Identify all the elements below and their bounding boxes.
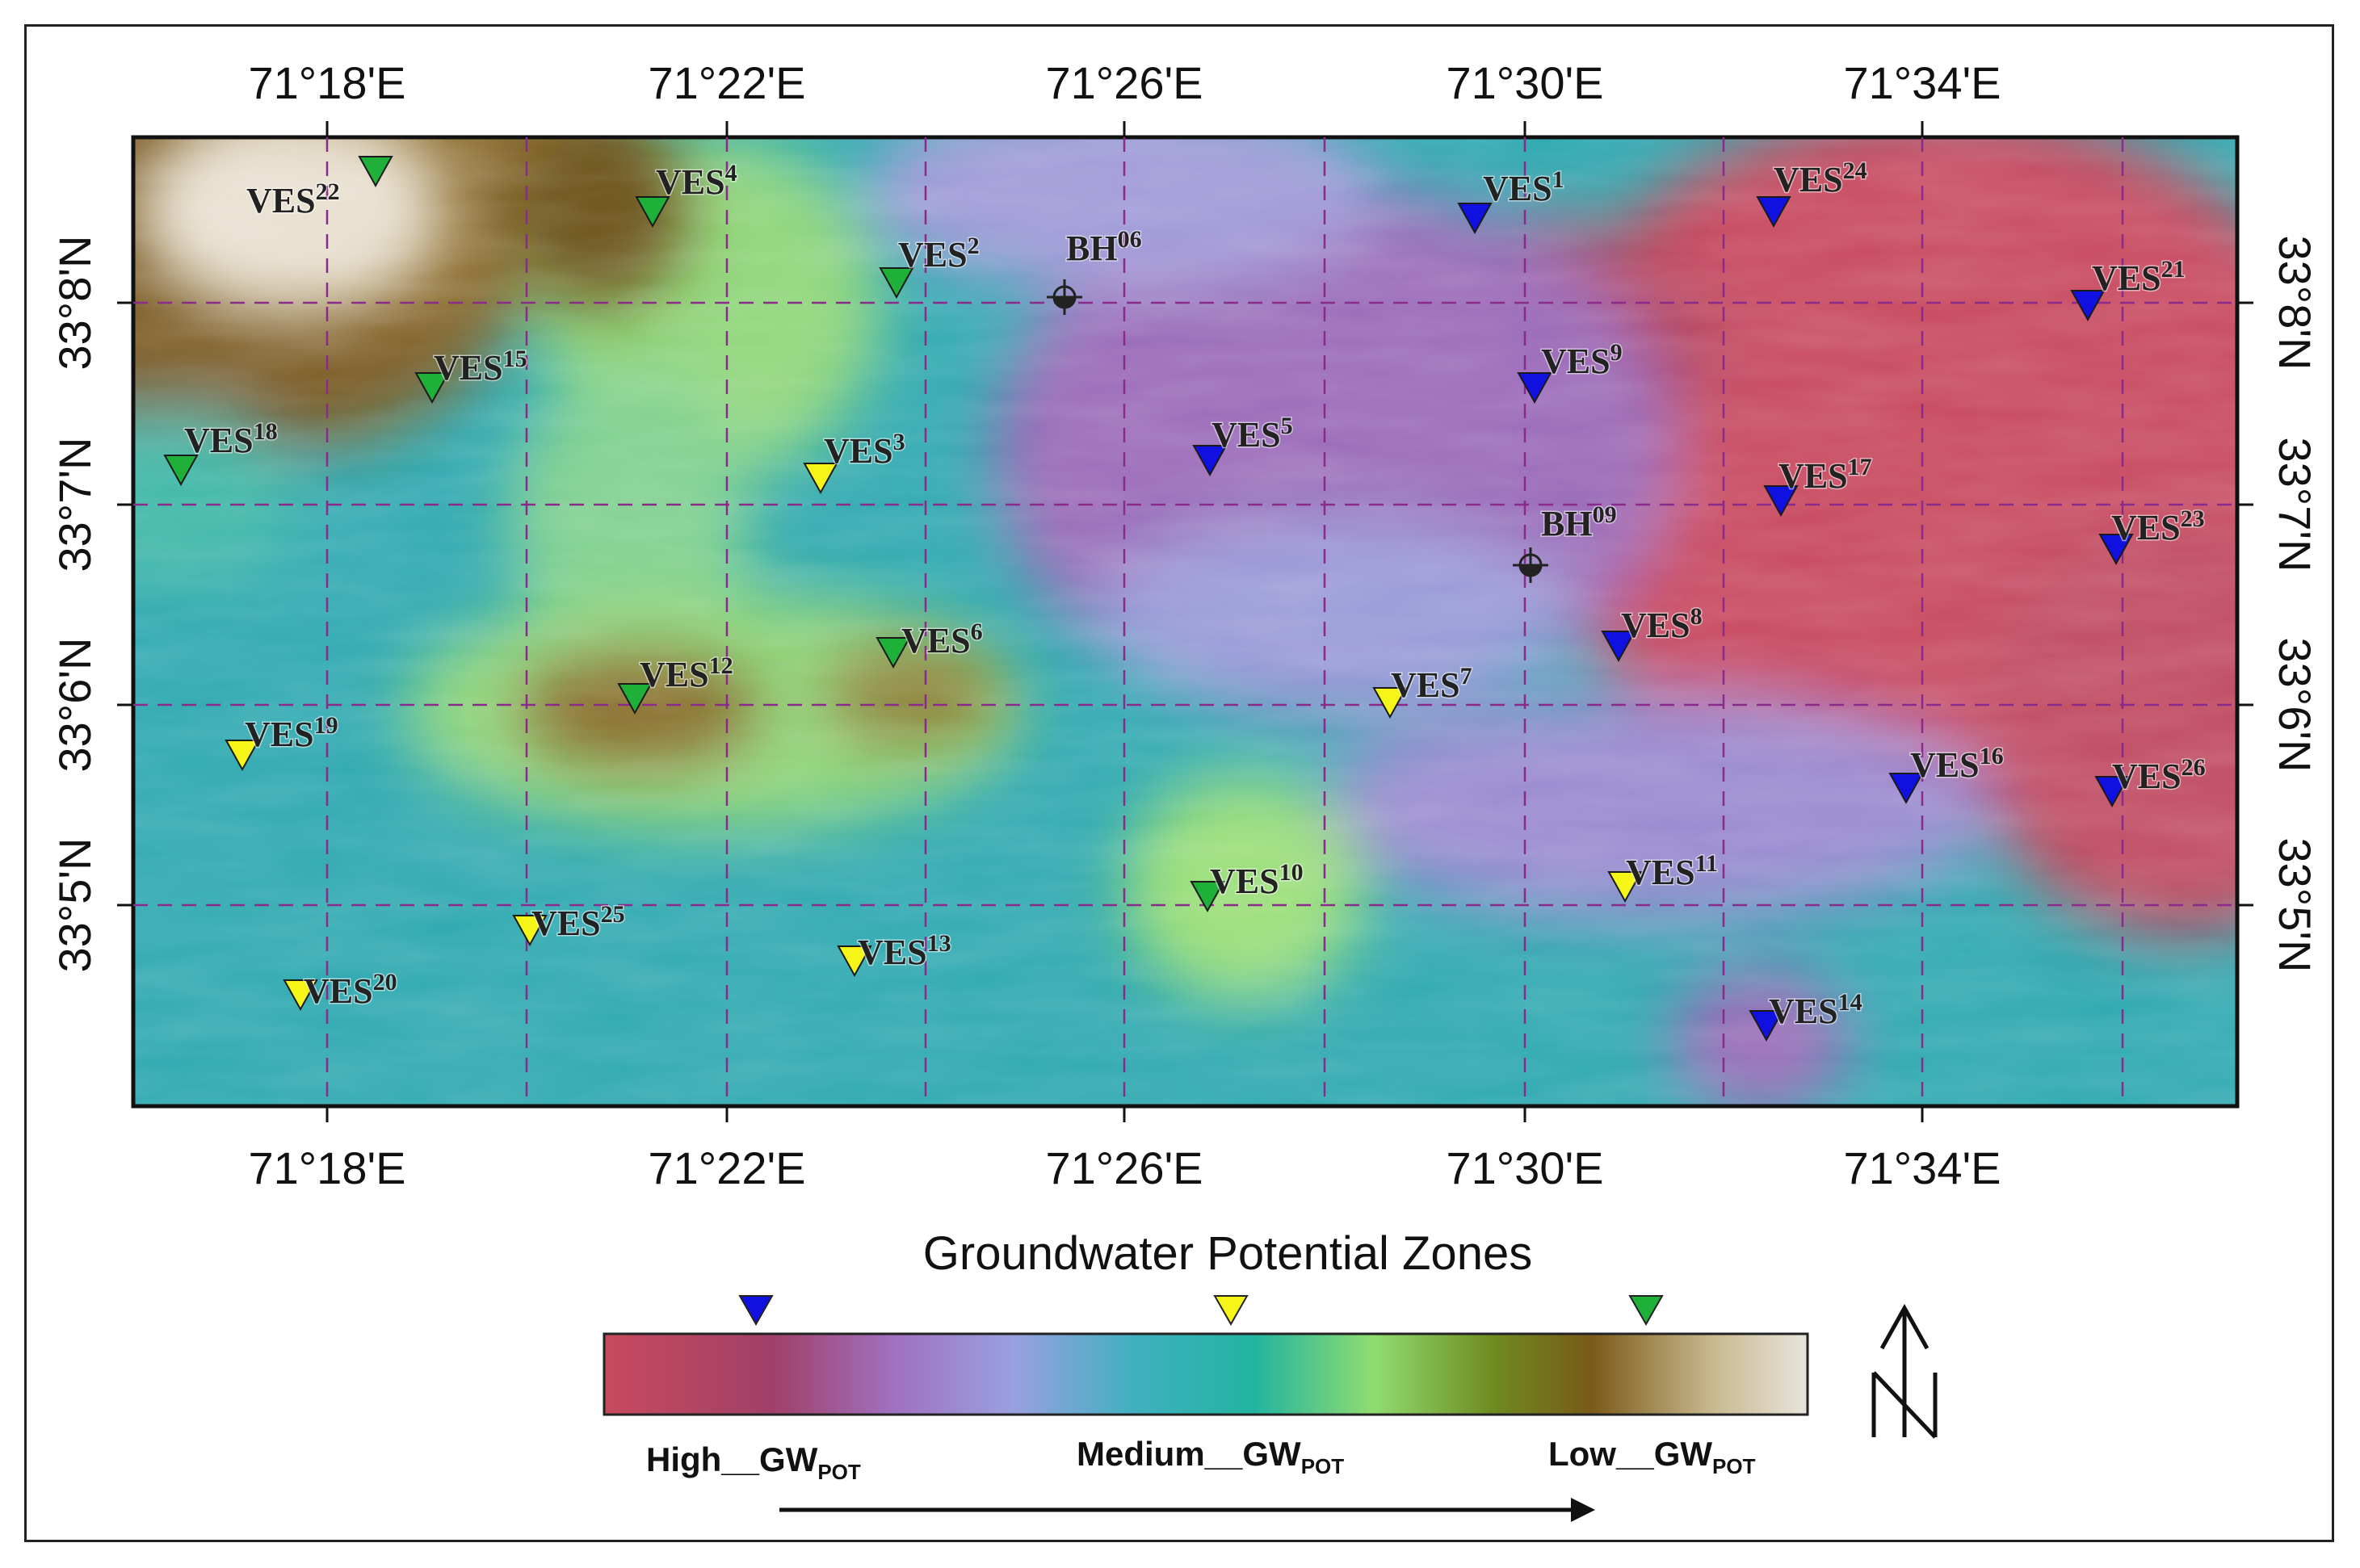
graticule	[133, 137, 2237, 1106]
station-marker-medium	[1372, 687, 1408, 719]
legend-title: Groundwater Potential Zones	[923, 1227, 1532, 1280]
station-label: VES19	[245, 712, 338, 754]
station-marker-high	[1192, 445, 1228, 477]
bottom-axis-label: 71°22'E	[648, 1142, 805, 1193]
station-label: VES13	[858, 930, 951, 972]
top-axis-label: 71°26'E	[1045, 57, 1203, 108]
station-label: VES24	[1774, 157, 1867, 199]
station-marker-low	[1190, 881, 1225, 913]
station-label: VES21	[2092, 256, 2186, 298]
station-markers: VES22 VES4 VES2 BH06 VES1 VES24 VES21 VES15 VES9…	[163, 156, 2207, 1042]
borehole-icon	[1513, 547, 1548, 583]
station-marker-medium	[1607, 871, 1643, 903]
station-marker-low	[163, 455, 199, 487]
station-marker-low	[876, 637, 911, 669]
top-axis-label: 71°22'E	[648, 57, 805, 108]
station-marker-high	[1888, 773, 1924, 805]
station-label: VES15	[434, 346, 527, 388]
legend-medium-label: Medium__GWPOT	[1077, 1435, 1344, 1478]
bottom-axis-label: 71°18'E	[248, 1142, 405, 1193]
station-label: VES6	[901, 618, 983, 660]
legend-low-label: Low__GWPOT	[1548, 1435, 1756, 1478]
station-marker-low	[358, 156, 393, 188]
legend-high-marker	[738, 1295, 774, 1327]
legend-color-bar	[603, 1332, 1809, 1416]
station-marker-high	[1749, 1010, 1784, 1042]
station-marker-high	[1601, 631, 1636, 663]
top-axis-label: 71°30'E	[1446, 57, 1603, 108]
station-label: VES11	[1626, 850, 1718, 892]
station-label: VES16	[1910, 743, 2004, 785]
station-marker-medium	[803, 463, 838, 495]
station-label: VES22	[246, 178, 340, 220]
right-axis-label: 33°5'N	[2270, 838, 2320, 973]
north-arrow-icon	[1871, 1303, 1938, 1439]
station-label: VES1	[1483, 166, 1564, 208]
top-axis-label: 71°34'E	[1843, 57, 2001, 108]
legend-low-marker	[1628, 1295, 1664, 1327]
station-label: VES8	[1621, 603, 1703, 645]
station-marker-high	[2070, 290, 2106, 322]
station-label: VES17	[1778, 454, 1872, 496]
station-label: VES14	[1769, 989, 1862, 1031]
station-label: VES10	[1210, 859, 1304, 901]
left-axis-label: 33°7'N	[49, 438, 100, 572]
top-axis-label: 71°18'E	[248, 57, 405, 108]
station-marker-medium	[837, 945, 872, 978]
station-marker-high	[1517, 372, 1552, 405]
station-label: BH09	[1541, 501, 1617, 543]
right-axis-label: 33°7'N	[2270, 438, 2320, 572]
right-axis-label: 33°8'N	[2270, 236, 2320, 371]
station-label: BH06	[1066, 226, 1142, 268]
map-border	[131, 135, 2240, 1109]
station-marker-low	[414, 372, 450, 405]
station-marker-medium	[512, 915, 548, 947]
station-marker-low	[635, 196, 670, 228]
station-label: VES26	[2112, 754, 2206, 796]
right-axis-label: 33°6'N	[2270, 638, 2320, 773]
bottom-axis-label: 71°34'E	[1843, 1142, 2001, 1193]
right-axis-labels: 33°8'N 33°7'N 33°6'N 33°5'N	[2270, 236, 2320, 973]
station-label: VES4	[656, 160, 737, 202]
station-marker-medium	[225, 740, 260, 772]
bottom-axis-labels: 71°18'E 71°22'E 71°26'E 71°30'E 71°34'E	[248, 1142, 2001, 1193]
legend-medium-marker	[1213, 1295, 1249, 1327]
station-marker-high	[1763, 485, 1799, 518]
legend-high-label: High__GWPOT	[646, 1440, 861, 1484]
station-marker-high	[1756, 196, 1791, 228]
left-axis-labels: 33°8'N 33°7'N 33°6'N 33°5'N	[49, 236, 100, 973]
station-marker-high	[2094, 776, 2130, 808]
station-label: VES2	[898, 233, 980, 275]
station-label: VES9	[1541, 339, 1623, 381]
bottom-axis-label: 71°26'E	[1045, 1142, 1203, 1193]
left-axis-label: 33°5'N	[49, 838, 100, 973]
bottom-axis-label: 71°30'E	[1446, 1142, 1603, 1193]
left-axis-label: 33°6'N	[49, 638, 100, 773]
station-marker-medium	[283, 979, 318, 1012]
borehole-icon	[1047, 279, 1082, 315]
station-marker-low	[879, 267, 914, 300]
potential-zone-raster	[133, 137, 2237, 1106]
station-label: VES23	[2111, 505, 2205, 547]
legend: Groundwater Potential Zones High__GWPOT …	[603, 1227, 1809, 1522]
station-marker-high	[1457, 203, 1493, 235]
station-label: VES25	[531, 901, 625, 943]
station-label: VES3	[824, 429, 905, 471]
left-axis-label: 33°8'N	[49, 236, 100, 371]
station-label: VES18	[184, 418, 278, 460]
station-marker-high	[2098, 534, 2134, 566]
station-label: VES12	[640, 652, 733, 694]
legend-arrow-head	[1571, 1498, 1595, 1522]
station-label: VES20	[304, 969, 397, 1011]
station-label: VES5	[1211, 413, 1293, 455]
station-marker-low	[617, 683, 653, 715]
station-label: VES7	[1391, 663, 1472, 705]
top-axis-labels: 71°18'E 71°22'E 71°26'E 71°30'E 71°34'E	[248, 57, 2001, 108]
axis-ticks	[117, 121, 2253, 1122]
